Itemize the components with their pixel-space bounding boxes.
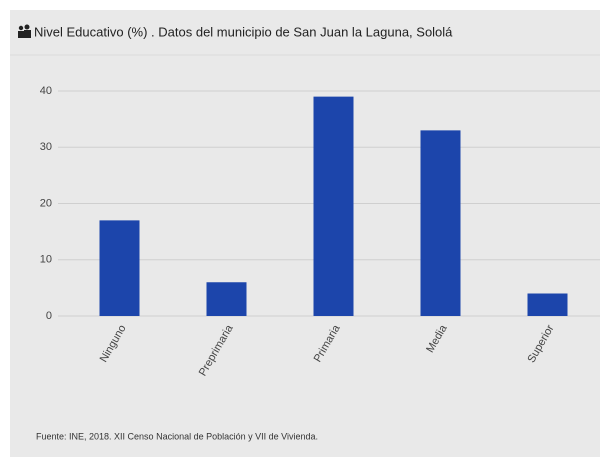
y-tick-label: 40 [40,85,52,97]
y-tick-label: 10 [40,254,52,266]
bar [206,282,247,316]
y-tick-label: 30 [40,141,52,153]
chart-title: Nivel Educativo (%) . Datos del municipi… [34,24,453,39]
y-tick-label: 0 [46,310,52,322]
bar [99,220,140,316]
source: Fuente: INE, 2018. XII Censo Nacional de… [36,431,318,441]
bar [527,293,568,316]
bar [420,130,461,316]
y-tick-label: 20 [40,197,52,209]
bar [313,96,354,316]
panel [10,10,600,457]
title-icon [18,24,31,38]
